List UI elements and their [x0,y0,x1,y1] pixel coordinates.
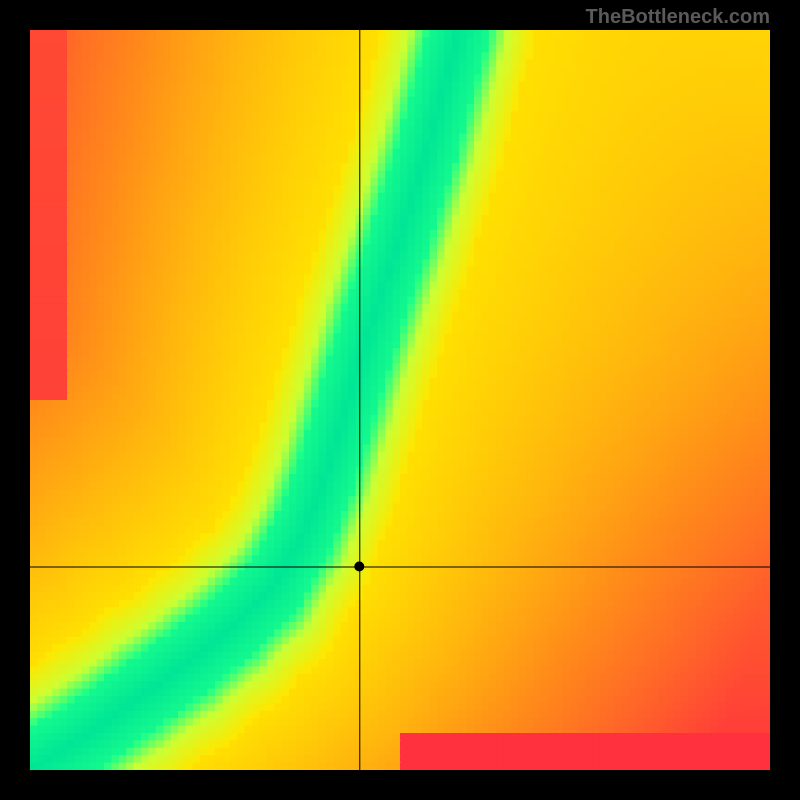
heatmap-canvas [30,30,770,770]
watermark-text: TheBottleneck.com [586,6,770,29]
plot-container [30,30,770,770]
